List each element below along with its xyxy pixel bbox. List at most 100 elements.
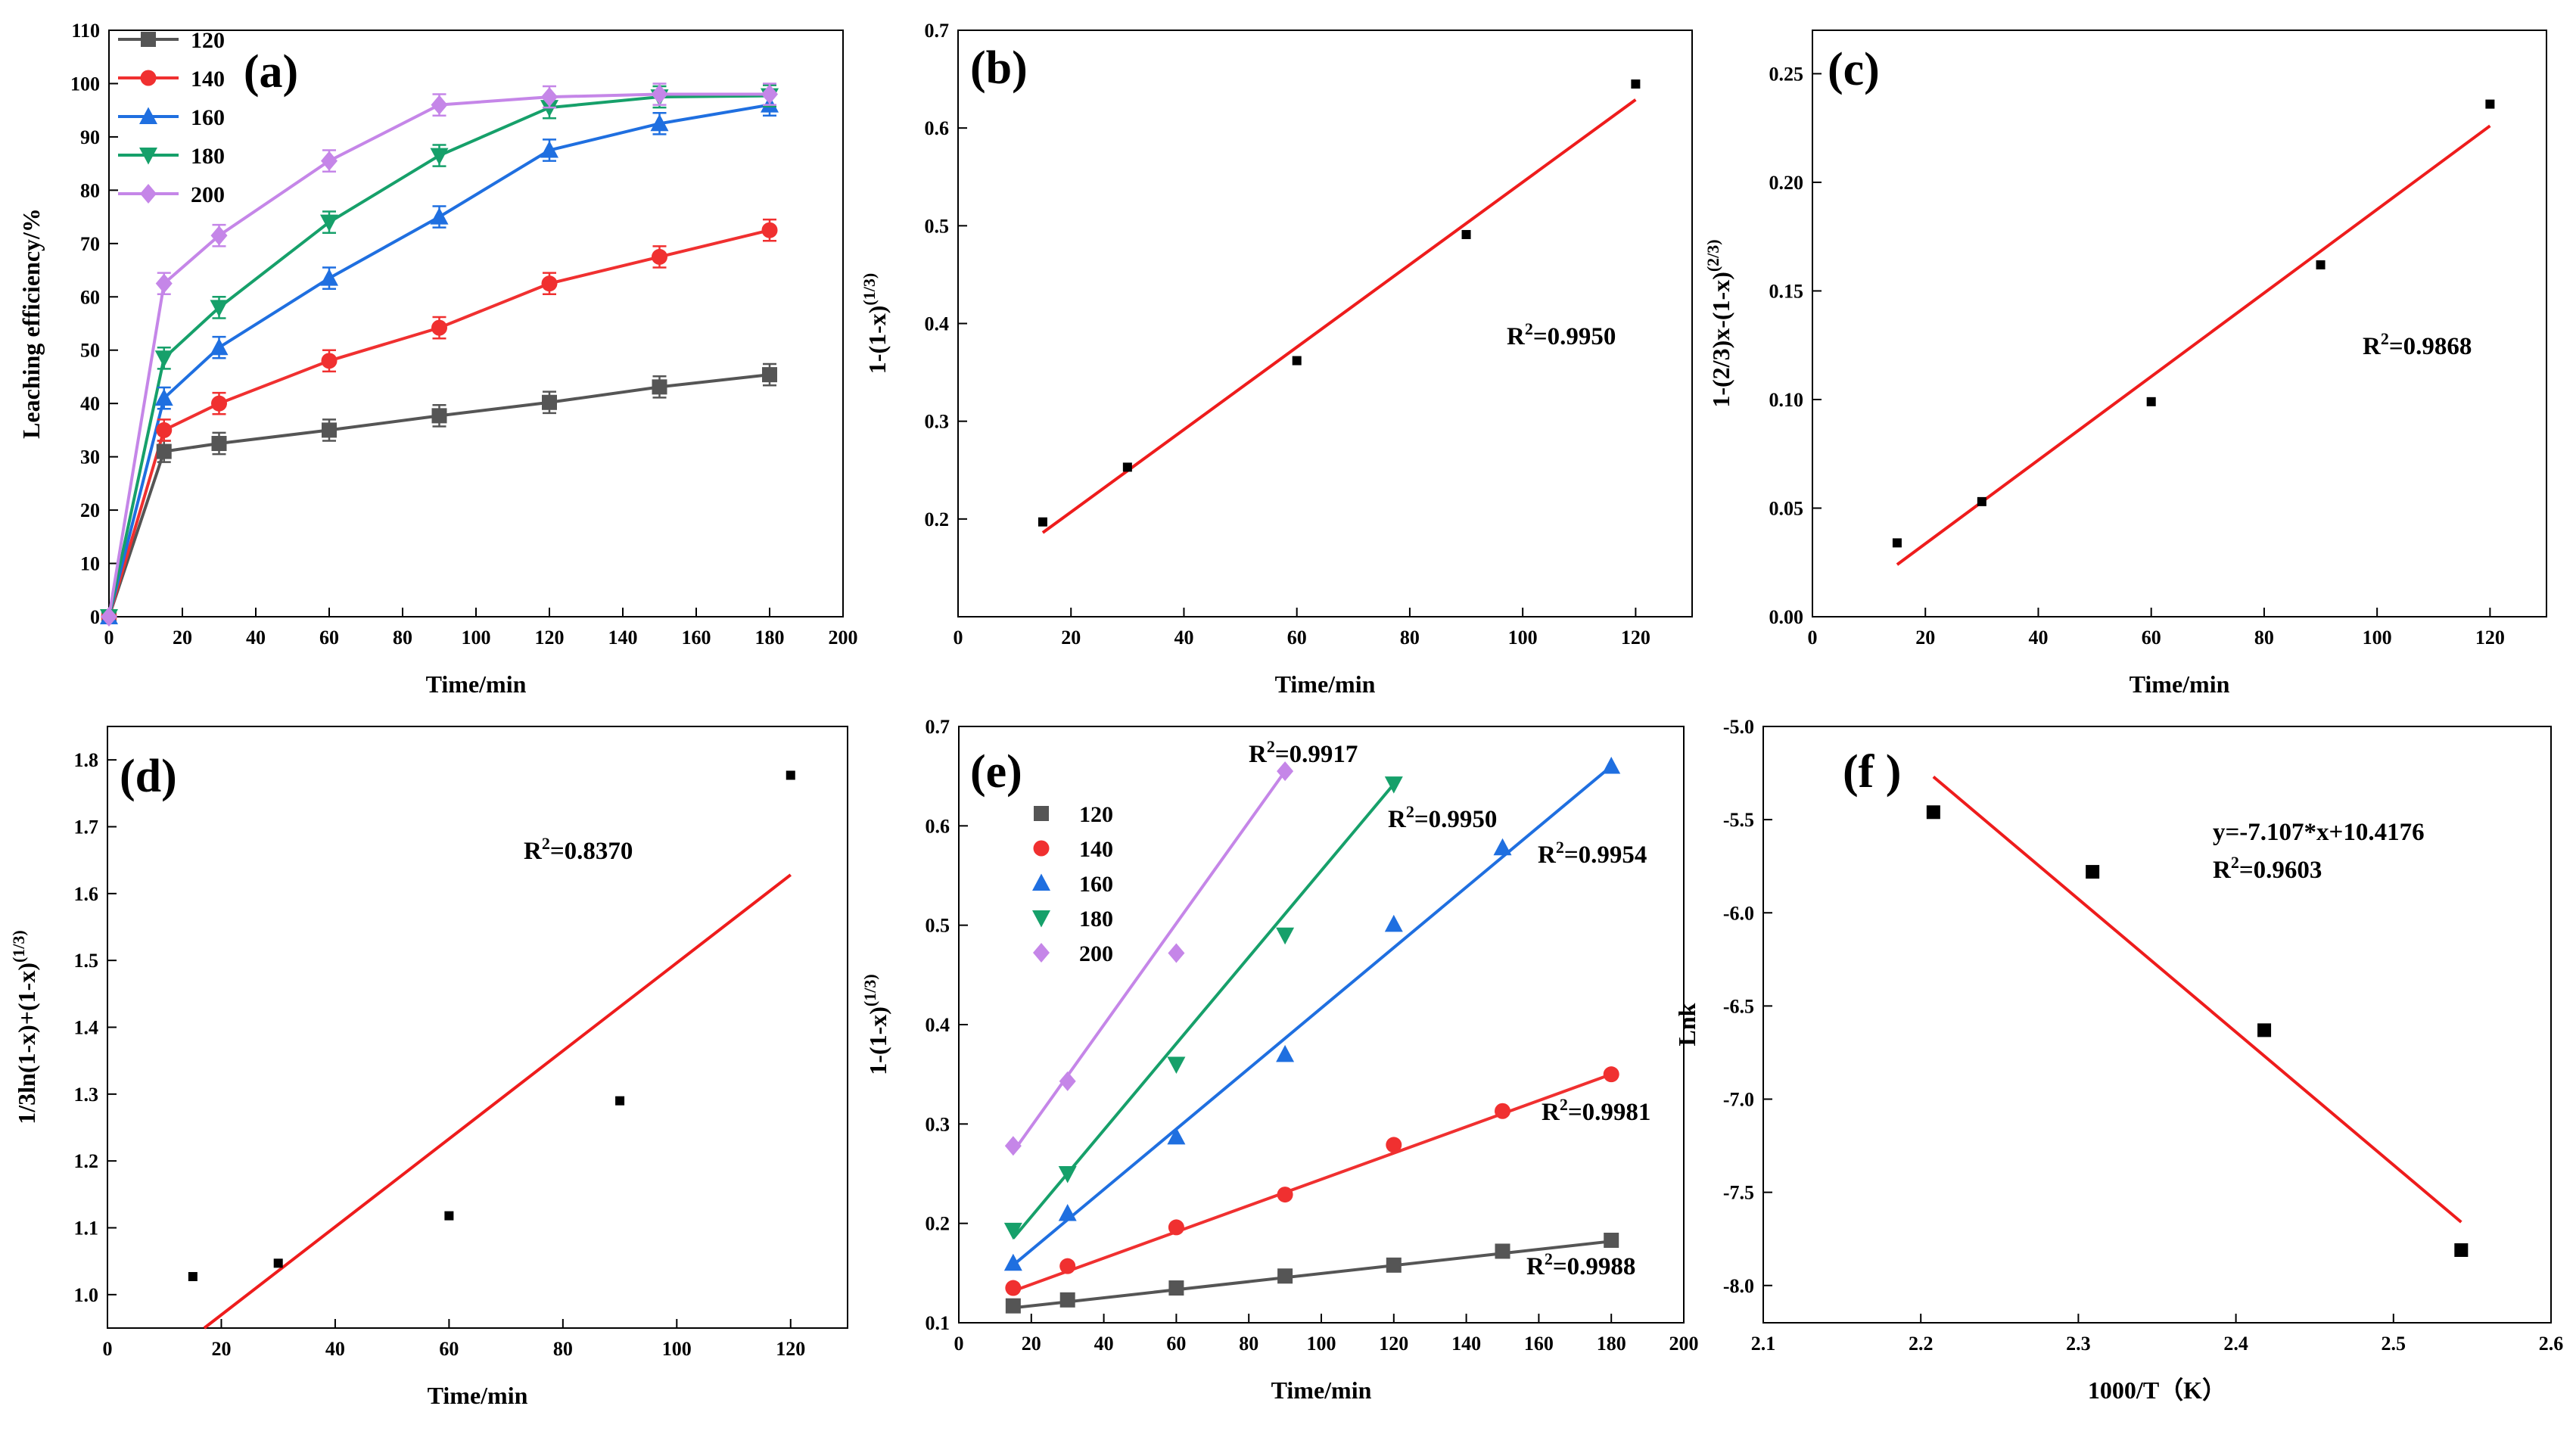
- x-tick-label: 180: [755, 627, 785, 649]
- x-tick-label: 60: [1166, 1333, 1186, 1355]
- y-tick-label: 0.5: [926, 915, 950, 937]
- x-tick-label: 2.2: [1909, 1333, 1934, 1355]
- x-tick-label: 120: [1621, 627, 1650, 649]
- r2-value: =0.9603: [2239, 857, 2322, 884]
- data-point: [1038, 517, 1047, 527]
- r2-value: =0.9868: [2389, 333, 2472, 360]
- legend-marker-180: [139, 148, 157, 165]
- data-point-160: [320, 269, 338, 286]
- x-tick-label: 20: [211, 1338, 231, 1360]
- data-point-180: [1058, 1166, 1077, 1184]
- y-tick-label: 0.25: [1769, 63, 1804, 85]
- plot-frame: [1762, 726, 2552, 1324]
- data-point: [615, 1096, 625, 1106]
- y-tick-label: 110: [71, 20, 100, 42]
- y-tick-label: 1.5: [74, 950, 99, 972]
- y-tick-label: 0.1: [926, 1312, 950, 1334]
- x-axis-title: Time/min: [428, 1382, 528, 1409]
- r2-superscript: 2: [1545, 1249, 1553, 1268]
- r2-label-120: R2=0.9988: [1526, 1249, 1635, 1280]
- data-point-120: [156, 443, 172, 459]
- r2-superscript: 2: [1525, 319, 1533, 338]
- r2-label-140: R2=0.9981: [1542, 1095, 1650, 1126]
- y-tick-label: 50: [80, 340, 100, 362]
- data-point-140: [1386, 1137, 1402, 1153]
- panel-label: (e): [970, 746, 1022, 798]
- series-line-160: [107, 103, 770, 617]
- panel-label: (c): [1828, 44, 1880, 95]
- plot-frame: [107, 726, 848, 1329]
- panel-c: 0 20 40 60 80 100 120 0.00 0.05 0.10 0.15 0.20 0.25 T…: [1703, 30, 2547, 698]
- y-tick-label: 1.6: [74, 883, 99, 905]
- x-tick-label: 200: [1669, 1333, 1699, 1355]
- legend-marker-140: [140, 70, 157, 86]
- x-tick-label: 20: [173, 627, 192, 649]
- legend-label-160: 160: [191, 105, 225, 130]
- data-point-140: [321, 353, 338, 369]
- x-tick-label: 80: [553, 1338, 573, 1360]
- data-point-160: [1167, 1127, 1186, 1145]
- data-point-180: [320, 214, 338, 232]
- x-tick-label: 2.1: [1751, 1333, 1776, 1355]
- data-point-160: [430, 207, 449, 225]
- r2-label-180: R2=0.9950: [1388, 802, 1497, 833]
- legend-marker-120: [1034, 806, 1049, 821]
- x-tick-label: 40: [325, 1338, 345, 1360]
- y-tick-label: 60: [80, 286, 100, 308]
- data-point-140: [1603, 1066, 1619, 1083]
- r2-prefix: R: [1507, 323, 1526, 350]
- data-point: [1892, 538, 1902, 548]
- y-tick-label: 30: [80, 446, 100, 468]
- y-tick-label: 1.3: [74, 1084, 99, 1106]
- x-tick-label: 100: [1508, 627, 1538, 649]
- data-point-200: [541, 87, 558, 107]
- r2-prefix: R: [1249, 741, 1268, 768]
- x-tick-label: 40: [1174, 627, 1193, 649]
- x-axis-title: 1000/T（K）: [2088, 1376, 2226, 1404]
- x-tick-label: 80: [2254, 627, 2274, 649]
- x-tick-label: 2.3: [2066, 1333, 2091, 1355]
- fit-line: [1896, 124, 2491, 566]
- y-tick-label: 0.05: [1769, 497, 1804, 519]
- data-point-120: [1495, 1243, 1510, 1259]
- data-point-140: [1059, 1258, 1076, 1274]
- data-point-120: [322, 422, 337, 438]
- y-tick-label: -7.5: [1723, 1182, 1754, 1204]
- data-point: [2454, 1243, 2469, 1257]
- data-point-160: [540, 141, 558, 158]
- x-tick-label: 60: [439, 1338, 459, 1360]
- y-axis-title-exponent: (1/3): [860, 273, 879, 306]
- y-tick-label: 0.7: [926, 716, 950, 738]
- plot-frame: [958, 726, 1685, 1324]
- r2-value: =0.8370: [550, 838, 633, 865]
- y-tick-label: 0.7: [925, 20, 950, 42]
- y-tick-label: 1.1: [74, 1218, 99, 1240]
- legend-label-180: 180: [1079, 907, 1113, 932]
- panel-e: 0 20 40 60 80 100 120 140 160 180 200 0.1 0.2 0.3 0.4 0…: [860, 716, 1699, 1404]
- y-tick-label: 90: [80, 126, 100, 148]
- fit-line-180: [1012, 782, 1395, 1240]
- y-axis-title-exponent: (1/3): [860, 974, 879, 1006]
- data-point-140: [431, 319, 447, 336]
- x-axis-title: Time/min: [2130, 670, 2230, 698]
- panel-label: (f ): [1843, 746, 1901, 798]
- x-tick-label: 80: [1239, 1333, 1258, 1355]
- x-tick-label: 20: [1915, 627, 1935, 649]
- data-point-200: [210, 226, 228, 246]
- series-line-200: [107, 92, 770, 617]
- panel-label: (b): [970, 42, 1028, 94]
- series-line-180: [107, 94, 770, 617]
- data-point-140: [652, 248, 667, 265]
- data-point-140: [1168, 1219, 1184, 1236]
- y-axis-title: 1/3ln(1-x)+(1-x)(1/3): [9, 930, 40, 1124]
- r2-value: =0.9954: [1564, 841, 1647, 869]
- r2-superscript: 2: [1560, 1095, 1568, 1114]
- data-point-120: [1277, 1268, 1293, 1284]
- data-point-160: [650, 114, 669, 132]
- legend-marker-200: [1033, 943, 1050, 963]
- data-point-140: [211, 395, 227, 412]
- data-point-140: [1005, 1280, 1022, 1296]
- data-point: [2086, 865, 2100, 879]
- legend-label-120: 120: [1079, 802, 1113, 827]
